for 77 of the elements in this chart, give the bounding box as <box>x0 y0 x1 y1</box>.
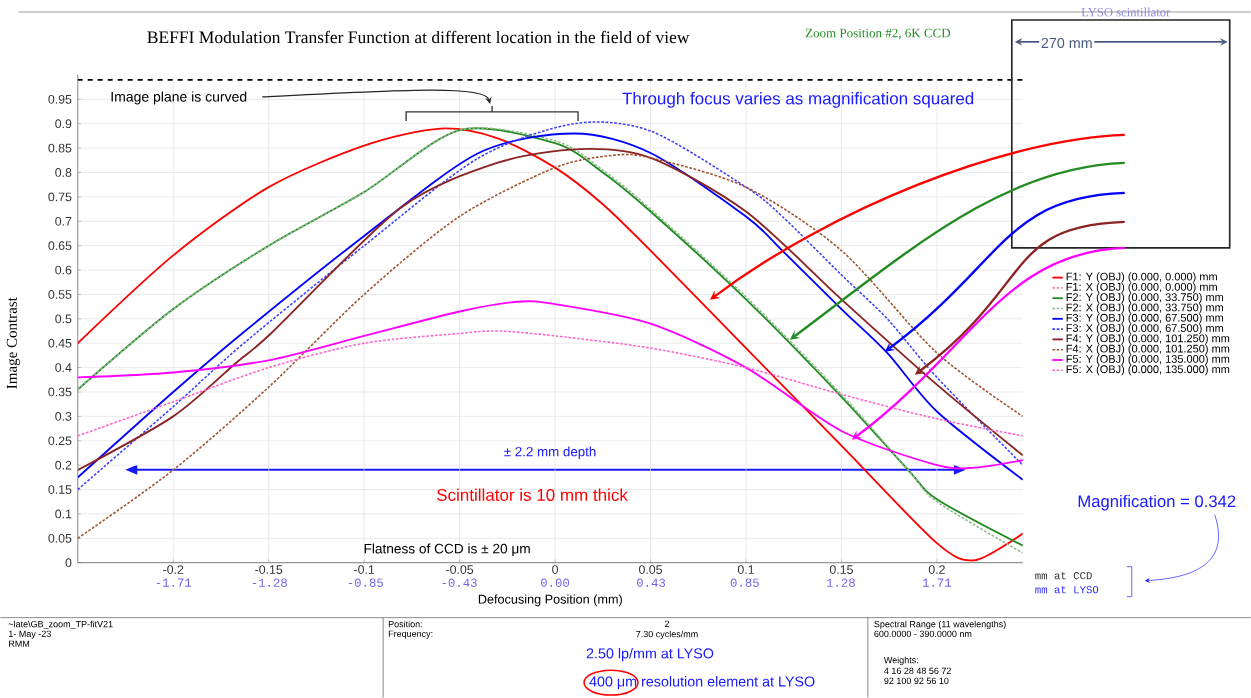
x-axis-title: Defocusing Position (mm) <box>478 594 622 607</box>
y-tick-label: 0.45 <box>48 338 72 348</box>
annotation: Flatness of CCD is ± 20 μm <box>364 543 530 556</box>
x2-tick-label: -0.43 <box>442 578 477 587</box>
y-tick-label: 0.5 <box>55 314 72 324</box>
line-series <box>77 330 1023 437</box>
text: 2 <box>664 620 670 627</box>
text: 600.0000 - 390.0000 nm <box>874 630 972 638</box>
text: mm at CCD <box>1035 572 1092 580</box>
annotation: Image plane is curved <box>111 91 247 105</box>
y-axis-title: Image Contrast <box>6 297 20 389</box>
text: 92 100 92 56 10 <box>884 677 949 684</box>
text: mm at LYSO <box>1035 586 1099 594</box>
x-tick-label: 0.2 <box>928 565 945 574</box>
text: 4 16 28 48 56 72 <box>884 667 951 675</box>
x-tick-label: -0.2 <box>163 565 184 574</box>
text: Spectral Range (11 wavelengths) <box>874 620 1006 630</box>
y-tick-label: 0.9 <box>55 119 72 129</box>
y-tick-label: 0.25 <box>48 436 72 446</box>
line-series <box>77 300 1023 470</box>
annotation: Through focus varies as magnification squared <box>622 92 974 108</box>
x-tick-label: 0.05 <box>639 565 663 574</box>
text: Position: <box>388 620 422 628</box>
chart-title: BEFFI Modulation Transfer Function at different location in the field of view <box>147 30 690 44</box>
legend-label: F1: X (OBJ) (0.000, 0.000) mm <box>1066 282 1217 293</box>
annotation: ± 2.2 mm depth <box>504 446 596 459</box>
legend-label: F5: X (OBJ) (0.000, 135.000) mm <box>1066 365 1230 376</box>
legend-label: F4: Y (OBJ) (0.000, 101.250) mm <box>1066 334 1230 345</box>
legend-label: F2: Y (OBJ) (0.000, 33.750) mm <box>1066 292 1224 304</box>
x2-tick-label: 0.43 <box>637 578 666 587</box>
y-tick-label: 0.85 <box>48 143 72 153</box>
text: 7.30 cycles/mm <box>636 630 698 640</box>
text: 1- May -23 <box>9 630 51 639</box>
x2-tick-label: -1.28 <box>252 578 287 587</box>
x2-tick-label: 1.28 <box>826 578 855 587</box>
x2-tick-label: 0.00 <box>541 578 570 587</box>
x2-tick-label: 0.85 <box>730 578 759 587</box>
text: 400 μm resolution element at LYSO <box>589 676 815 690</box>
x2-tick-label: -1.71 <box>156 578 192 587</box>
legend-label: F5: Y (OBJ) (0.000, 135.000) mm <box>1066 354 1230 366</box>
text: Frequency: <box>388 630 433 639</box>
y-tick-label: 0.15 <box>48 485 72 494</box>
y-tick-label: 0.75 <box>48 192 72 202</box>
text: Magnification = 0.342 <box>1078 494 1236 511</box>
text: RMM <box>9 640 30 647</box>
y-tick-label: 0.55 <box>48 290 72 299</box>
x-tick-label: -0.15 <box>255 565 283 574</box>
x-tick-label: 0.1 <box>737 565 754 574</box>
annotation: Scintillator is 10 mm thick <box>437 488 628 501</box>
y-tick-label: 0.65 <box>48 241 72 251</box>
x-tick-label: -0.05 <box>446 565 474 574</box>
y-tick-label: 0.95 <box>48 94 72 104</box>
y-tick-label: 0.2 <box>55 460 72 470</box>
y-tick-label: 0.7 <box>55 216 72 226</box>
text: 2.50 lp/mm at LYSO <box>586 647 714 662</box>
chart-subtitle: Zoom Position #2, 6K CCD <box>805 28 951 40</box>
y-tick-label: 0.6 <box>55 265 72 275</box>
x-tick-label: 0 <box>552 565 559 574</box>
text: 270 mm <box>1041 37 1092 49</box>
y-tick-label: 0.1 <box>55 509 72 519</box>
text: Weights: <box>883 656 918 666</box>
y-tick-label: 0.05 <box>48 533 72 543</box>
x-tick-label: 0.15 <box>829 565 853 574</box>
text: LYSO scintillator <box>1081 7 1171 17</box>
legend-label: F3: Y (OBJ) (0.000, 67.500) mm <box>1066 313 1224 324</box>
y-tick-label: 0.8 <box>55 168 72 177</box>
x2-tick-label: -0.85 <box>348 578 383 587</box>
legend-label: F2: X (OBJ) (0.000, 33.750) mm <box>1066 303 1224 314</box>
x2-tick-label: 1.71 <box>922 578 952 587</box>
legend-label: F4: X (OBJ) (0.000, 101.250) mm <box>1066 344 1230 355</box>
y-tick-label: 0.35 <box>48 387 72 397</box>
legend-label: F1: Y (OBJ) (0.000, 0.000) mm <box>1066 272 1217 283</box>
text: ~late\GB_zoom_TP-fitV21 <box>8 620 113 629</box>
y-tick-label: 0.3 <box>55 412 72 421</box>
y-tick-label: 0.4 <box>55 363 72 372</box>
x-tick-label: -0.1 <box>354 565 375 574</box>
legend-label: F3: X (OBJ) (0.000, 67.500) mm <box>1066 323 1224 335</box>
